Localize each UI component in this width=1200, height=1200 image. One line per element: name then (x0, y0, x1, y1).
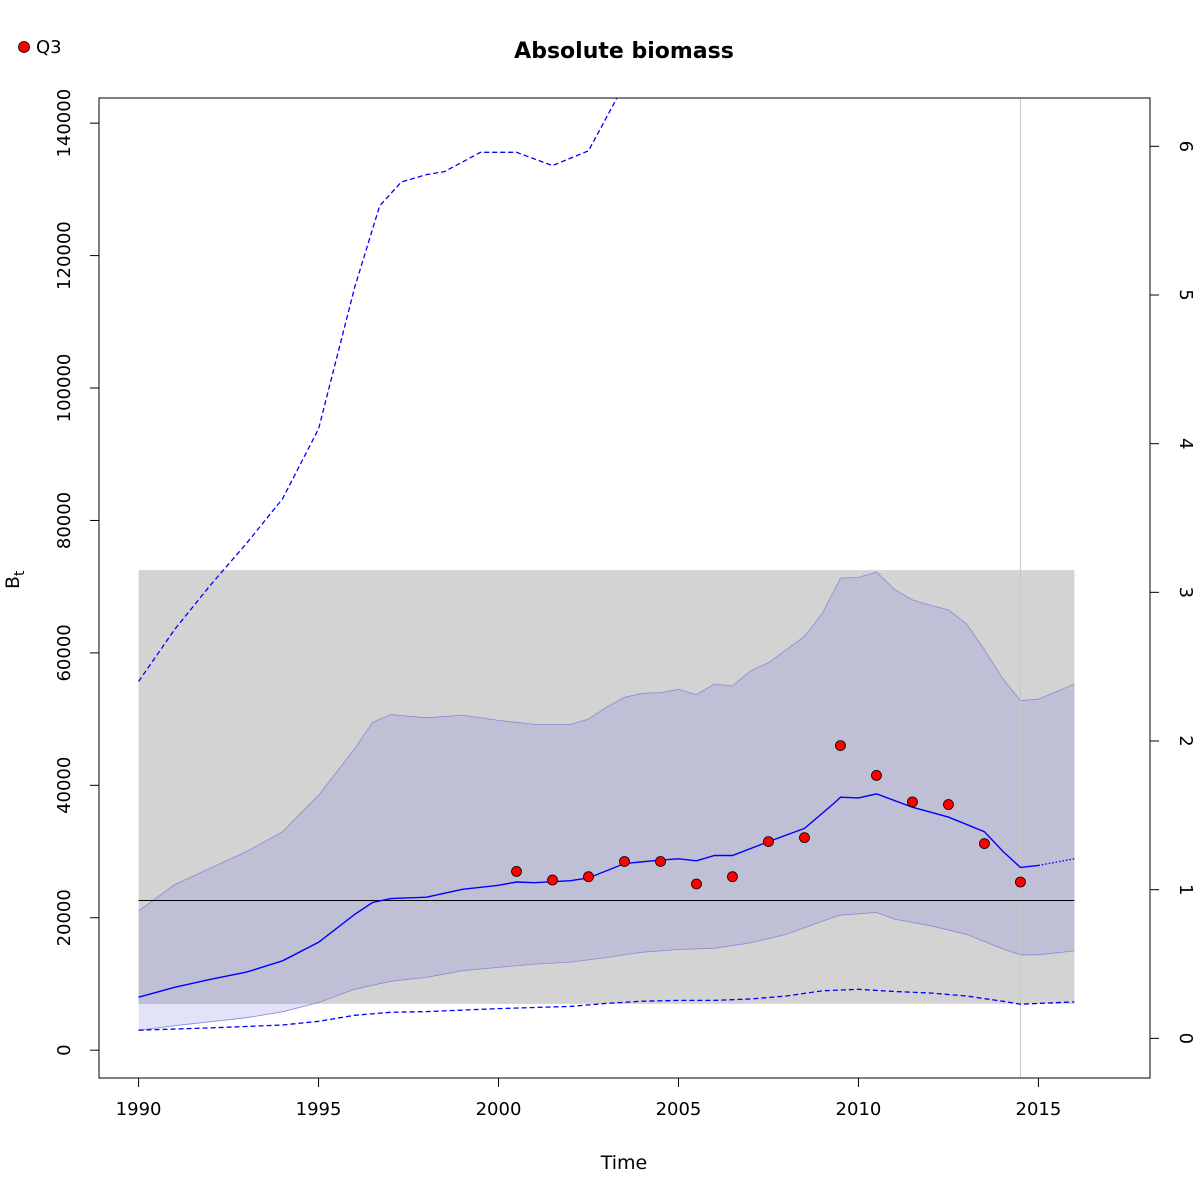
secondary-upper-line (138, 98, 618, 682)
y-tick-label: 120000 (54, 221, 75, 290)
data-point (511, 866, 522, 877)
y-axis: 0 20000 40000 60000 80000 100000 120000 140000 (54, 89, 100, 1056)
data-point (943, 799, 954, 810)
data-point (619, 856, 630, 867)
data-point (655, 856, 666, 867)
x-axis: 1990 1995 2000 2005 2010 2015 (116, 1077, 1062, 1120)
x-tick-label: 2005 (656, 1099, 702, 1120)
data-point (979, 838, 990, 849)
secondary-lower-line (138, 988, 1075, 1031)
x-tick-label: 2010 (836, 1099, 882, 1120)
right-tick-label: 1 (1175, 884, 1196, 895)
data-point (547, 874, 558, 886)
forecast-line (1038, 858, 1075, 867)
y-tick-label: 100000 (54, 354, 75, 423)
data-point (799, 832, 810, 844)
data-point (583, 871, 594, 883)
data-point (763, 836, 774, 848)
right-axis: 0 1 2 3 4 5 6 (1149, 141, 1196, 1044)
y-tick-label: 0 (54, 1044, 75, 1055)
right-tick-label: 0 (1175, 1033, 1196, 1044)
y-tick-label: 40000 (54, 757, 75, 814)
plot-area (138, 98, 1075, 1078)
x-tick-label: 1990 (116, 1099, 162, 1120)
data-point (871, 769, 882, 781)
data-point (691, 878, 702, 890)
y-tick-label: 60000 (54, 624, 75, 681)
chart-title: Absolute biomass (514, 39, 734, 64)
data-point (907, 796, 918, 808)
estimate-line (138, 793, 1039, 998)
y-axis-label-subscript: t (12, 570, 28, 576)
data-point (1015, 876, 1026, 888)
y-tick-label: 80000 (54, 492, 75, 549)
data-point (835, 740, 846, 751)
y-axis-label: Bt (2, 570, 28, 589)
y-axis-label-main: B (2, 576, 24, 589)
legend: Q3 (18, 37, 62, 58)
confidence-lower-line (138, 912, 1075, 1031)
legend-marker (18, 41, 30, 53)
right-tick-label: 5 (1175, 289, 1196, 300)
confidence-band (138, 572, 1075, 1031)
x-tick-label: 1995 (296, 1099, 342, 1120)
y-tick-label: 20000 (54, 889, 75, 946)
x-axis-label: Time (600, 1152, 648, 1174)
x-tick-label: 2015 (1016, 1099, 1062, 1120)
x-tick-label: 2000 (476, 1099, 522, 1120)
right-tick-label: 4 (1175, 438, 1196, 449)
data-point (727, 871, 738, 883)
legend-label: Q3 (36, 37, 62, 58)
confidence-upper-line (138, 571, 1075, 912)
y-tick-label: 140000 (54, 89, 75, 158)
right-tick-label: 3 (1175, 587, 1196, 598)
reference-band (138, 570, 1075, 1004)
right-tick-label: 6 (1175, 141, 1196, 152)
right-tick-label: 2 (1175, 735, 1196, 746)
